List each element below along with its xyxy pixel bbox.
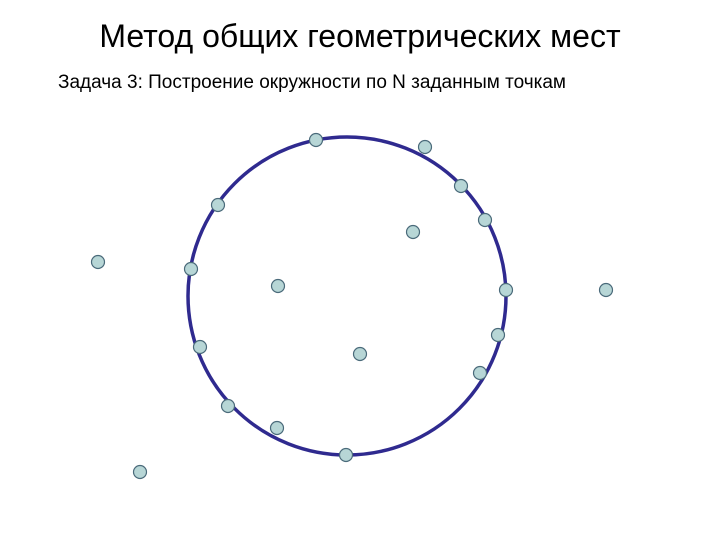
data-point xyxy=(340,449,353,462)
data-point xyxy=(271,422,284,435)
data-point xyxy=(407,226,420,239)
data-point xyxy=(272,280,285,293)
data-point xyxy=(134,466,147,479)
data-point xyxy=(194,341,207,354)
data-point xyxy=(492,329,505,342)
data-point xyxy=(474,367,487,380)
data-point xyxy=(419,141,432,154)
data-point xyxy=(354,348,367,361)
data-point xyxy=(310,134,323,147)
data-point xyxy=(479,214,492,227)
geometric-diagram xyxy=(0,0,720,540)
data-point xyxy=(500,284,513,297)
slide: Метод общих геометрических мест Задача 3… xyxy=(0,0,720,540)
data-point xyxy=(455,180,468,193)
data-point xyxy=(222,400,235,413)
data-point xyxy=(212,199,225,212)
data-point xyxy=(185,263,198,276)
data-point xyxy=(92,256,105,269)
points-group xyxy=(92,134,613,479)
data-point xyxy=(600,284,613,297)
